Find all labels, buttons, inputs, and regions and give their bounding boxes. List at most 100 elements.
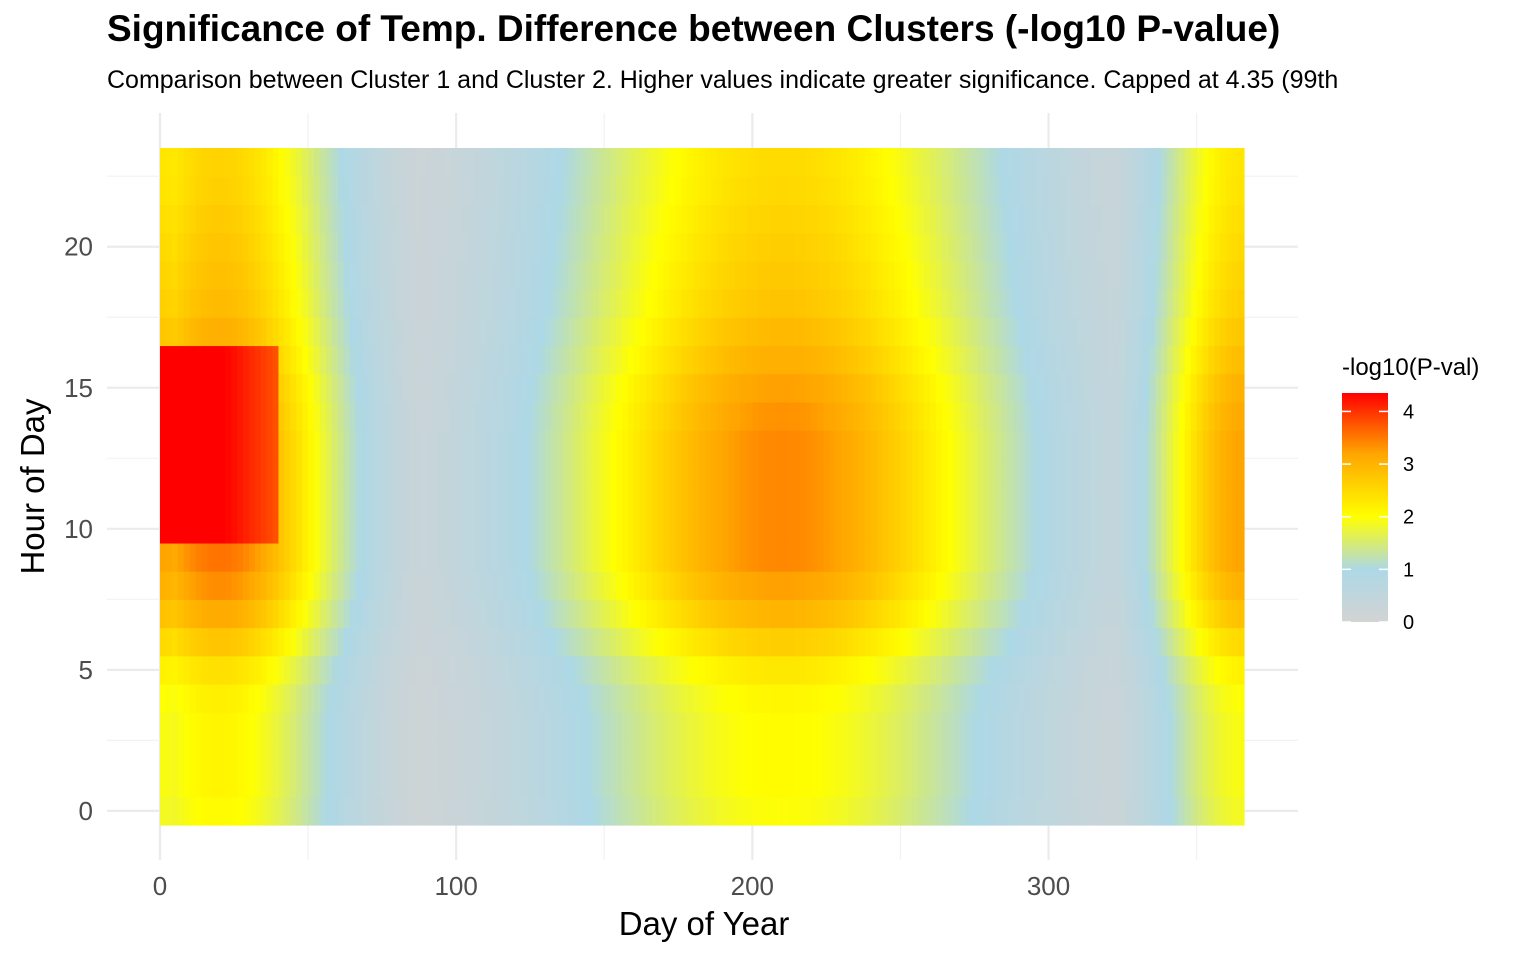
heatmap-tile [509,542,517,572]
heatmap-tile [1060,458,1067,488]
heatmap-tile [1184,571,1192,600]
heatmap-tile [687,232,694,262]
heatmap-tile [432,430,439,459]
heatmap-tile [1048,148,1056,177]
heatmap-tile [1113,571,1121,600]
heatmap-tile [977,486,984,516]
heatmap-tile [699,796,706,826]
heatmap-tile [242,796,250,826]
heatmap-tile [308,486,315,516]
heatmap-tile [278,260,285,290]
heatmap-tile [622,514,629,544]
heatmap-tile [586,289,594,318]
heatmap-tile [379,430,386,459]
heatmap-tile [823,571,830,600]
heatmap-tile [1084,373,1091,403]
heatmap-tile [971,683,979,713]
heatmap-tile [503,401,511,431]
heatmap-tile [1143,176,1150,206]
heatmap-tile [408,176,416,206]
heatmap-tile [545,514,552,544]
heatmap-tile [627,345,635,375]
heatmap-tile [343,232,351,262]
heatmap-tile [1078,683,1085,713]
heatmap-tile [361,768,368,798]
heatmap-tile [817,232,825,262]
heatmap-tile [639,373,647,403]
heatmap-tile [740,458,748,488]
heatmap-tile [586,796,594,826]
heatmap-tile [876,768,884,798]
heatmap-tile [521,683,528,713]
heatmap-tile [171,373,179,403]
heatmap-tile [645,514,653,544]
heatmap-tile [663,176,671,206]
heatmap-tile [1155,571,1162,600]
heatmap-tile [639,486,647,516]
heatmap-tile [183,712,191,741]
heatmap-tile [254,373,262,403]
heatmap-tile [349,712,357,741]
heatmap-tile [604,655,611,685]
heatmap-tile [183,458,191,488]
heatmap-tile [456,655,463,685]
heatmap-tile [971,204,979,234]
heatmap-tile [1214,204,1221,234]
heatmap-tile [296,514,303,544]
heatmap-tile [485,768,493,798]
heatmap-tile [314,148,321,177]
heatmap-tile [728,458,736,488]
heatmap-tile [622,571,629,600]
heatmap-tile [959,571,967,600]
heatmap-tile [639,260,647,290]
heatmap-tile [1066,542,1073,572]
heatmap-tile [1226,373,1233,403]
heatmap-tile [977,571,984,600]
heatmap-tile [580,542,588,572]
heatmap-tile [1078,373,1085,403]
heatmap-tile [1131,599,1138,629]
heatmap-tile [337,486,345,516]
heatmap-tile [278,317,285,347]
heatmap-tile [681,655,688,685]
heatmap-tile [545,401,552,431]
heatmap-tile [776,373,783,403]
heatmap-tile [539,289,546,318]
heatmap-tile [568,796,576,826]
heatmap-tile [870,486,878,516]
heatmap-tile [414,740,422,770]
heatmap-tile [1214,232,1221,262]
heatmap-tile [379,289,386,318]
heatmap-tile [574,712,582,741]
heatmap-tile [1119,712,1127,741]
heatmap-tile [1208,514,1215,544]
heatmap-tile [1220,599,1227,629]
heatmap-tile [183,740,191,770]
heatmap-tile [1220,401,1227,431]
heatmap-tile [1089,430,1097,459]
heatmap-tile [693,740,700,770]
heatmap-tile [953,232,961,262]
heatmap-tile [1125,627,1133,657]
heatmap-tile [1137,627,1144,657]
heatmap-tile [503,740,511,770]
heatmap-tile [201,401,208,431]
heatmap-tile [989,683,996,713]
heatmap-tile [207,401,214,431]
heatmap-tile [1024,373,1032,403]
heatmap-tile [740,514,748,544]
heatmap-tile [1101,627,1109,657]
heatmap-tile [361,345,368,375]
heatmap-tile [432,317,439,347]
heatmap-tile [941,401,949,431]
heatmap-tile [1060,599,1067,629]
heatmap-tile [491,289,499,318]
heatmap-tile [805,683,813,713]
heatmap-tile [1202,514,1210,544]
heatmap-tile [379,683,386,713]
heatmap-tile [373,712,380,741]
heatmap-tile [793,401,801,431]
heatmap-tile [1072,430,1079,459]
heatmap-tile [1232,176,1239,206]
heatmap-tile [515,345,522,375]
